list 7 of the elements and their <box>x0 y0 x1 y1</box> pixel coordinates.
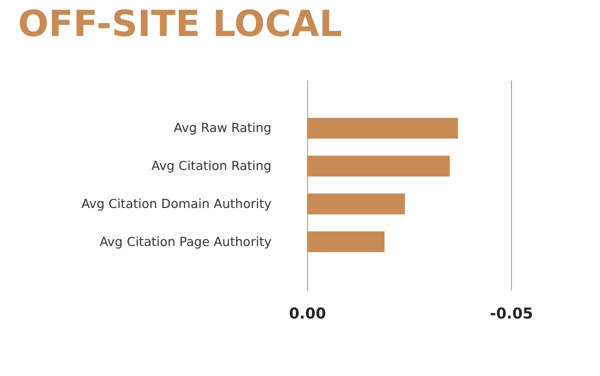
chart-title: OFF-SITE LOCAL <box>17 3 344 47</box>
y-tick-label: Avg Citation Domain Authority <box>81 196 272 211</box>
y-tick-label: Avg Citation Rating <box>151 158 272 174</box>
y-tick-label: Avg Citation Page Authority <box>100 234 272 249</box>
x-tick-label: -0.05 <box>490 304 534 322</box>
x-tick-label: 0.00 <box>288 304 326 322</box>
y-tick-label: Avg Raw Rating <box>174 120 272 136</box>
